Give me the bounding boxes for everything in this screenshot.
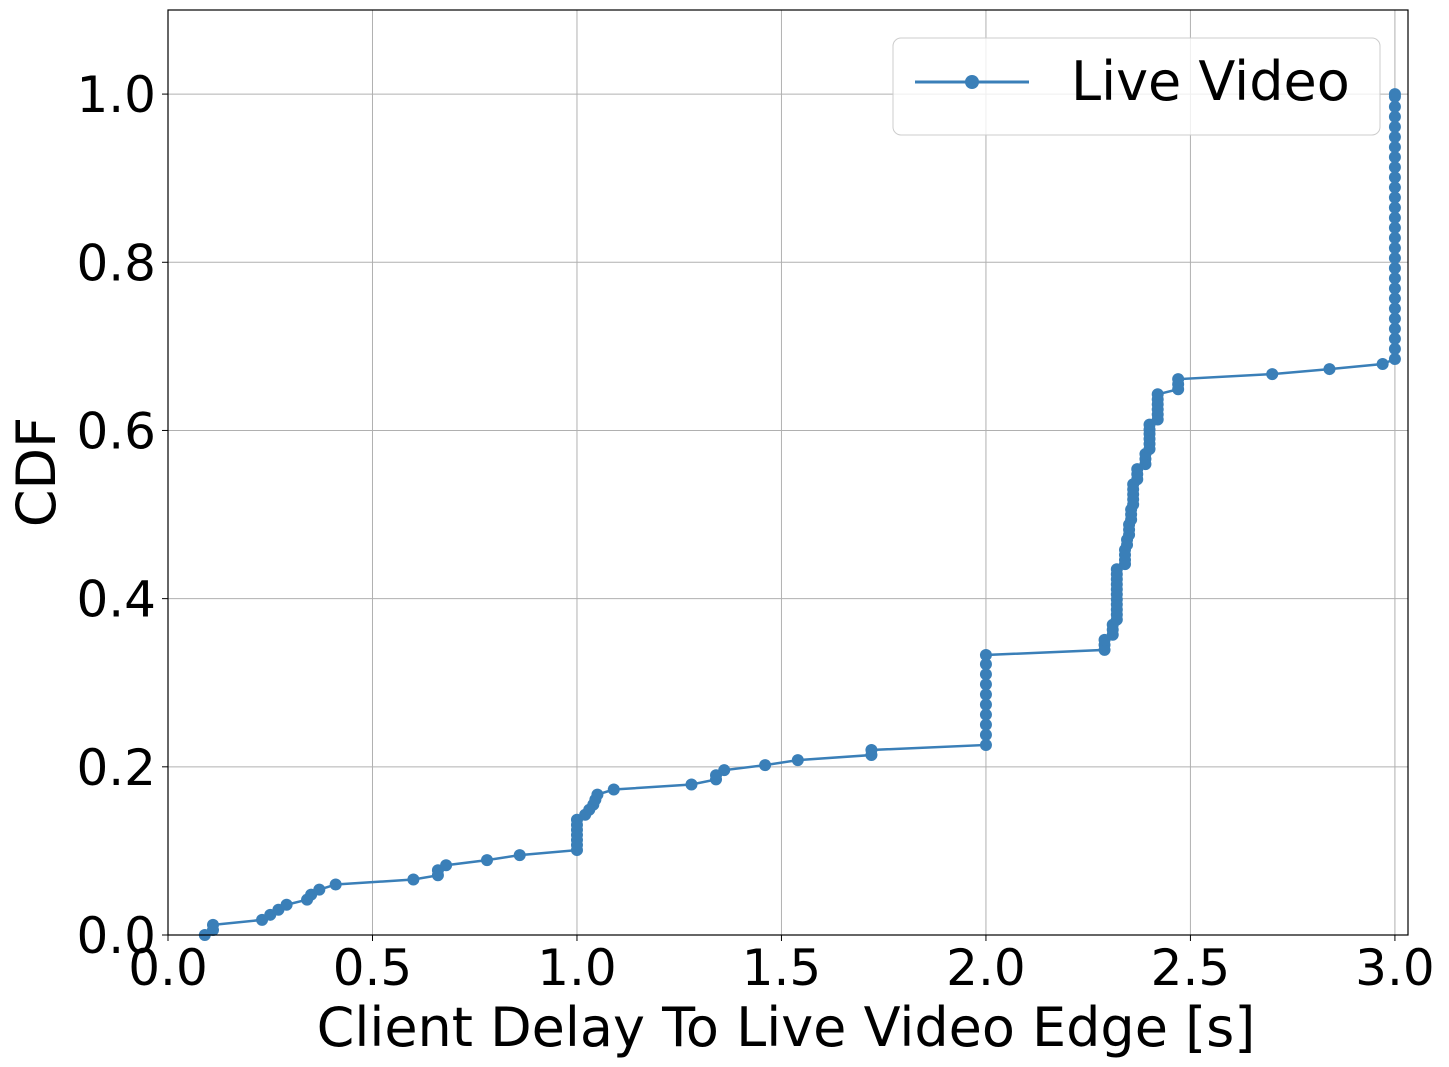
- data-point: [1388, 181, 1401, 194]
- data-point: [607, 783, 620, 796]
- data-point: [1388, 352, 1401, 365]
- data-point: [1388, 100, 1401, 113]
- y-tick-label: 0.8: [76, 234, 156, 292]
- data-point: [1388, 241, 1401, 254]
- data-point: [1388, 262, 1401, 275]
- data-point: [979, 738, 992, 751]
- data-point: [1172, 373, 1185, 386]
- x-tick-label: 0.5: [333, 939, 413, 997]
- data-point: [1388, 110, 1401, 123]
- data-point: [979, 728, 992, 741]
- legend-label: Live Video: [1071, 50, 1350, 113]
- data-point: [1388, 171, 1401, 184]
- x-tick-label: 1.5: [742, 939, 822, 997]
- data-point: [591, 788, 604, 801]
- x-tick-label: 2.5: [1151, 939, 1231, 997]
- data-point: [329, 878, 342, 891]
- data-point: [1388, 302, 1401, 315]
- data-point: [1323, 363, 1336, 376]
- legend-marker: [965, 75, 979, 89]
- data-point: [440, 859, 453, 872]
- data-point: [313, 883, 326, 896]
- data-point: [513, 849, 526, 862]
- data-point: [1388, 211, 1401, 224]
- legend-box: [892, 37, 1381, 136]
- y-tick-label: 0.0: [76, 907, 156, 965]
- data-point: [206, 918, 219, 931]
- data-point: [979, 668, 992, 681]
- data-point: [1388, 201, 1401, 214]
- legend: Live Video: [892, 37, 1381, 136]
- grid: [167, 10, 1408, 936]
- data-point: [1388, 161, 1401, 174]
- data-point: [1151, 388, 1164, 401]
- x-tick-label: 0.0: [128, 939, 208, 997]
- plot-area: [198, 88, 1401, 941]
- data-point: [865, 744, 878, 756]
- data-point: [1388, 282, 1401, 295]
- data-point: [791, 754, 804, 767]
- data-point: [1388, 332, 1401, 345]
- data-point: [979, 708, 992, 721]
- data-point: [1388, 292, 1401, 305]
- data-point: [979, 698, 992, 711]
- data-point: [685, 778, 698, 791]
- data-point: [1388, 141, 1401, 154]
- data-point: [718, 764, 731, 777]
- data-point: [407, 873, 420, 886]
- data-point: [759, 759, 772, 772]
- data-point: [1266, 368, 1279, 381]
- data-point: [979, 718, 992, 731]
- data-point: [1388, 120, 1401, 133]
- data-point: [1388, 151, 1401, 164]
- axes-frame: [167, 9, 1409, 936]
- data-point: [280, 898, 293, 911]
- data-point: [1388, 191, 1401, 204]
- data-point: [1388, 322, 1401, 335]
- y-tick-label: 0.2: [76, 739, 156, 797]
- data-point: [979, 678, 992, 691]
- data-point: [979, 658, 992, 671]
- data-point: [1388, 312, 1401, 325]
- y-tick-label: 0.6: [76, 402, 156, 460]
- y-axis-label: CDF: [5, 417, 68, 527]
- data-point: [1388, 252, 1401, 265]
- series-line: [204, 94, 1397, 937]
- data-point: [1388, 221, 1401, 234]
- x-tick-label: 3.0: [1355, 939, 1435, 997]
- x-tick-label: 2.0: [946, 939, 1026, 997]
- data-point: [979, 688, 992, 701]
- y-tick-label: 0.4: [76, 571, 156, 629]
- y-tick-label: 1.0: [76, 66, 156, 124]
- data-point: [1388, 130, 1401, 143]
- x-axis-label: Client Delay To Live Video Edge [s]: [317, 996, 1256, 1059]
- data-point: [1388, 231, 1401, 244]
- data-point: [480, 854, 493, 867]
- data-point: [979, 648, 992, 661]
- data-point: [1388, 342, 1401, 355]
- data-point: [1388, 272, 1401, 285]
- data-point: [1376, 358, 1389, 371]
- x-tick-label: 1.0: [537, 939, 617, 997]
- data-point: [1388, 88, 1401, 101]
